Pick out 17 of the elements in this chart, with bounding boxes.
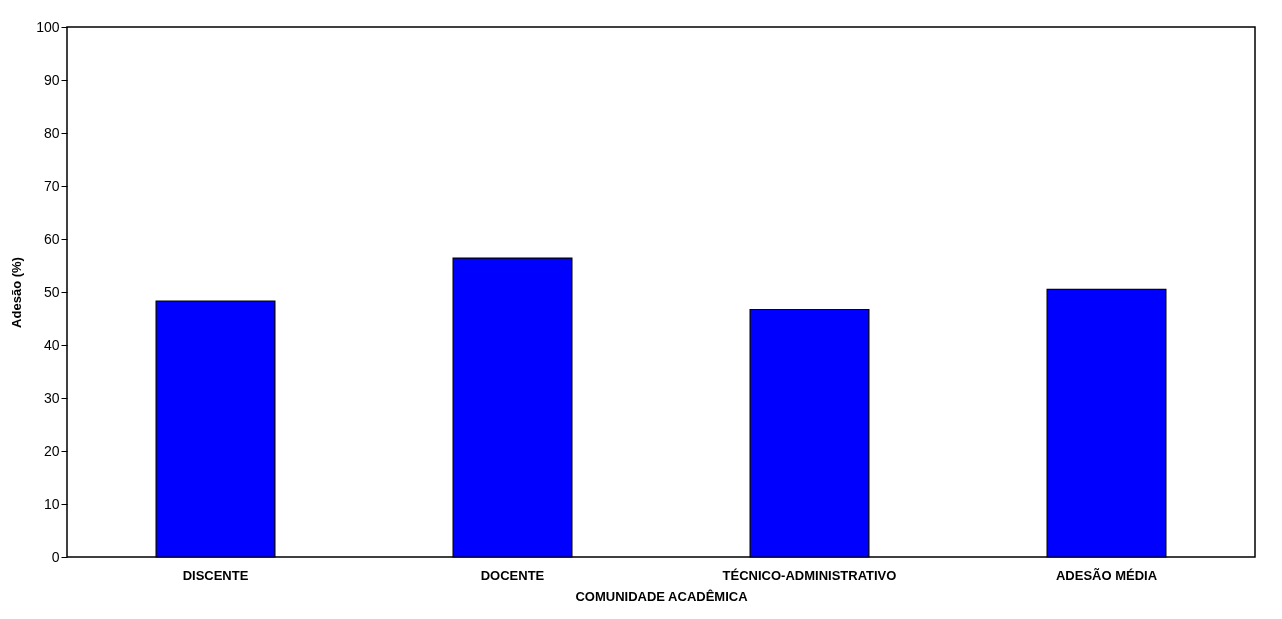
y-tick-label: 0 bbox=[51, 548, 60, 565]
y-tick-label: 50 bbox=[43, 283, 60, 300]
x-tick-label: DOCENTE bbox=[480, 567, 545, 583]
y-axis-title: Adesão (%) bbox=[9, 257, 25, 328]
y-tick-label: 30 bbox=[43, 389, 60, 406]
y-tick-label: 10 bbox=[43, 495, 60, 512]
y-tick-label: 80 bbox=[43, 124, 60, 141]
y-tick-label: 100 bbox=[36, 18, 60, 35]
y-tick-label: 40 bbox=[43, 336, 60, 353]
y-tick-label: 20 bbox=[43, 442, 60, 459]
x-tick-label: ADESÃO MÉDIA bbox=[1055, 567, 1158, 583]
y-tick-label: 60 bbox=[43, 230, 60, 247]
x-axis-title: COMUNIDADE ACADÊMICA bbox=[575, 588, 749, 604]
y-tick-label: 70 bbox=[43, 177, 60, 194]
y-tick-label: 90 bbox=[43, 71, 60, 88]
x-tick-label: TÉCNICO-ADMINISTRATIVO bbox=[722, 567, 897, 583]
x-tick-label: DISCENTE bbox=[182, 567, 249, 583]
